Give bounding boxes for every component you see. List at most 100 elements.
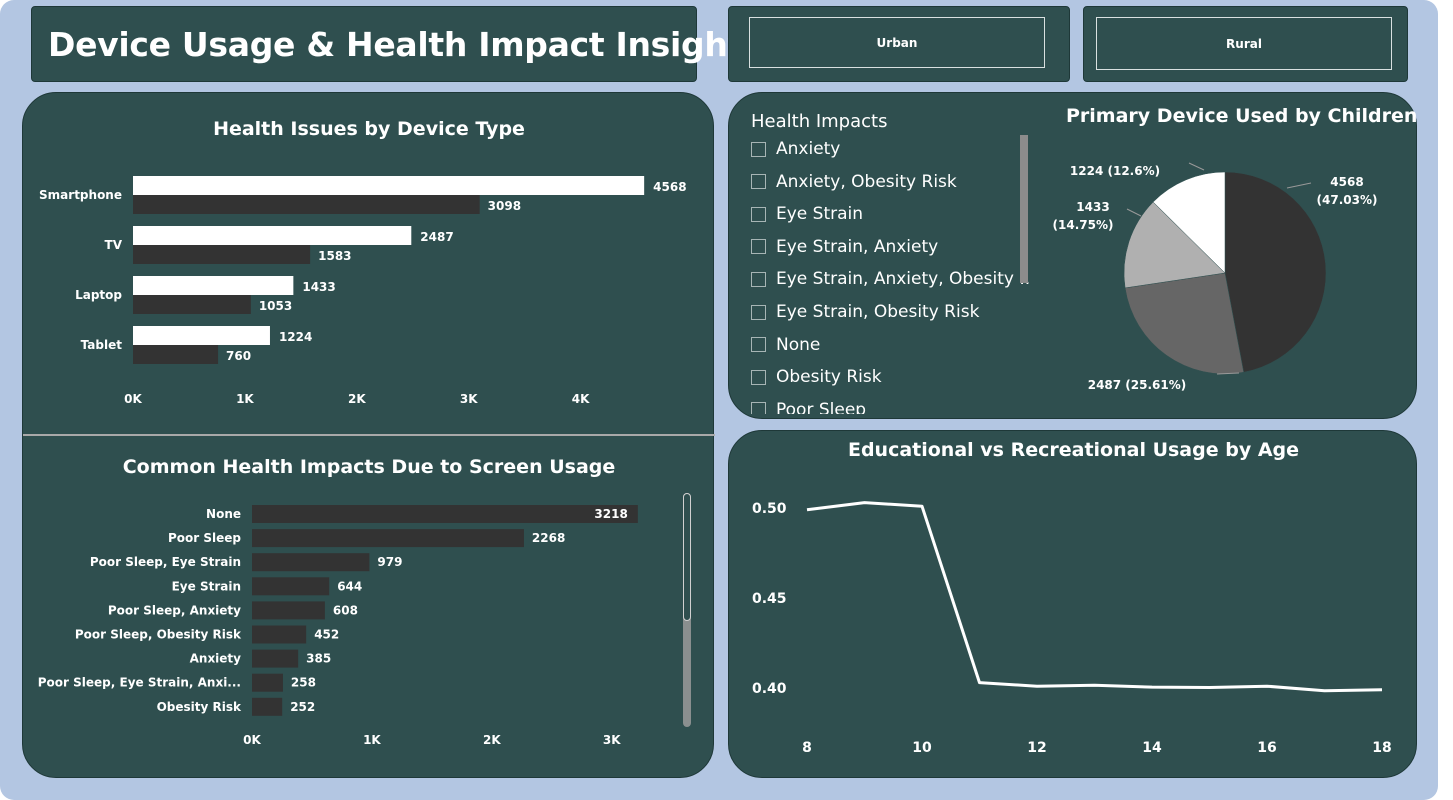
device-bar-secondary-label: 1053	[259, 299, 292, 313]
impact-category-label: Obesity Risk	[157, 700, 242, 714]
impact-bar-label: 385	[306, 652, 331, 666]
right-top-card: Health Impacts Anxiety Anxiety, Obesity R…	[728, 92, 1417, 419]
pie-label-percent: (14.75%)	[1053, 218, 1114, 232]
device-x-tick: 0K	[124, 392, 142, 406]
pie-label: 2487 (25.61%)	[1088, 378, 1187, 392]
impact-category-label: Poor Sleep, Obesity Risk	[75, 628, 242, 642]
line-y-tick: 0.40	[752, 681, 787, 697]
title-panel: Device Usage & Health Impact Insights	[31, 6, 763, 82]
pie-leader-line	[1188, 162, 1205, 171]
health-impact-option[interactable]: Eye Strain, Anxiety	[751, 237, 938, 257]
line-x-tick: 10	[912, 740, 932, 756]
health-impact-option-label: Eye Strain, Anxiety	[776, 236, 939, 257]
impacts-scrollbar-track[interactable]	[683, 493, 691, 727]
usage-line-chart: 0.50 0.45 0.40 8 10 12 14 16 18	[752, 501, 1392, 756]
device-x-tick: 1K	[236, 392, 254, 406]
impact-category-label: Anxiety	[190, 652, 242, 666]
device-x-tick: 2K	[348, 392, 366, 406]
checkbox-icon[interactable]	[751, 141, 766, 157]
device-bar-secondary	[133, 345, 219, 364]
impact-bar-label: 3218	[594, 507, 627, 521]
pie-slice	[1124, 272, 1245, 375]
impact-bar	[252, 601, 325, 620]
impact-bar	[252, 625, 307, 644]
impacts-scrollbar-thumb[interactable]	[683, 493, 691, 621]
health-impact-option[interactable]: Eye Strain, Obesity Risk	[751, 302, 979, 322]
device-bar-secondary	[133, 195, 480, 214]
impact-bar-label: 979	[377, 555, 402, 569]
device-chart-title: Health Issues by Device Type	[213, 118, 525, 140]
health-impact-option-label: Eye Strain, Anxiety, Obesity ...	[776, 269, 1029, 290]
device-bar-primary-label: 2487	[420, 230, 453, 244]
impacts-chart-title: Common Health Impacts Due to Screen Usag…	[122, 456, 616, 478]
health-impact-option[interactable]: Anxiety	[751, 139, 840, 159]
device-bar-primary	[133, 226, 412, 245]
checkbox-icon[interactable]	[751, 402, 766, 414]
health-impact-option[interactable]: Eye Strain, Anxiety, Obesity ...	[751, 269, 1029, 289]
impact-bar-label: 644	[337, 579, 362, 593]
health-impact-option[interactable]: None	[751, 335, 820, 355]
checkbox-icon[interactable]	[751, 271, 766, 287]
checkbox-icon[interactable]	[751, 239, 766, 255]
device-bar-secondary-label: 760	[226, 349, 251, 363]
pie-chart-title: Primary Device Used by Children	[1066, 105, 1418, 127]
line-x-tick: 12	[1027, 740, 1046, 756]
pie-label: 1224 (12.6%)	[1070, 164, 1160, 178]
health-impact-option[interactable]: Eye Strain	[751, 204, 863, 224]
impact-category-label: Poor Sleep, Anxiety	[108, 603, 241, 617]
left-chart-card: Health Issues by Device Type Smartphone 4…	[22, 92, 715, 778]
health-impacts-filter-title: Health Impacts	[751, 111, 888, 132]
health-impacts-filter-list: Anxiety Anxiety, Obesity Risk Eye Strain Ey…	[729, 139, 1029, 414]
impact-bar-label: 252	[290, 700, 315, 714]
pie-label-percent: (47.03%)	[1317, 193, 1378, 207]
device-bar-primary-label: 4568	[653, 180, 686, 194]
pie-label-value: 4568	[1330, 175, 1363, 189]
pie-slice	[1224, 171, 1327, 373]
health-impact-option-label: None	[776, 334, 821, 355]
impact-x-tick: 3K	[603, 733, 621, 747]
checkbox-icon[interactable]	[751, 174, 766, 190]
impact-x-tick: 1K	[363, 733, 381, 747]
pie-leader-line	[1126, 208, 1142, 217]
checkbox-icon[interactable]	[751, 337, 766, 353]
impact-bar	[252, 673, 283, 692]
impact-category-label: Poor Sleep, Eye Strain	[90, 555, 241, 569]
impact-bar	[252, 697, 283, 716]
checkbox-icon[interactable]	[751, 304, 766, 320]
line-y-tick: 0.45	[752, 591, 787, 607]
health-impact-option-label: Poor Sleep	[776, 399, 867, 414]
device-bar-primary-label: 1224	[279, 330, 312, 344]
pie-leader-line	[1286, 182, 1312, 189]
impact-bar-label: 258	[291, 676, 316, 690]
device-bar-chart: Smartphone 4568 3098 TV 2487 1583 Laptop 1433 10…	[39, 176, 687, 406]
health-impact-option[interactable]: Anxiety, Obesity Risk	[751, 172, 957, 192]
usage-line	[806, 501, 1383, 693]
pie-leader-line	[1216, 372, 1240, 375]
filter-scrollbar[interactable]	[1020, 135, 1028, 283]
impact-bar	[252, 553, 370, 572]
impact-category-label: Poor Sleep, Eye Strain, Anxi...	[38, 676, 241, 690]
urban-button[interactable]: Urban	[749, 17, 1045, 68]
pie-label-value: 1433	[1076, 200, 1109, 214]
line-chart-title: Educational vs Recreational Usage by Age	[847, 439, 1300, 461]
checkbox-icon[interactable]	[751, 206, 766, 222]
chart-divider	[23, 434, 715, 436]
health-impact-option-label: Obesity Risk	[776, 367, 882, 388]
device-bar-primary-label: 1433	[302, 280, 335, 294]
health-impact-option-label: Anxiety, Obesity Risk	[776, 171, 957, 192]
device-category-label: Tablet	[81, 338, 123, 352]
impacts-bar-chart: None 3218 Poor Sleep 2268 Poor Sleep, Eye St…	[38, 505, 638, 747]
rural-button[interactable]: Rural	[1096, 17, 1392, 70]
checkbox-icon[interactable]	[751, 369, 766, 385]
health-impact-option[interactable]: Obesity Risk	[751, 367, 882, 387]
line-x-tick: 16	[1257, 740, 1276, 756]
device-pie-chart: 4568 (47.03%) 2487 (25.61%) 1433 (14.75%) 122…	[1053, 162, 1378, 392]
pie-slice	[1123, 201, 1226, 289]
health-impact-option[interactable]: Poor Sleep	[751, 400, 866, 414]
pie-slice	[1152, 171, 1226, 274]
device-bar-secondary	[133, 295, 251, 314]
impact-x-tick: 0K	[243, 733, 261, 747]
device-category-label: Smartphone	[39, 188, 122, 202]
device-x-tick: 3K	[460, 392, 478, 406]
